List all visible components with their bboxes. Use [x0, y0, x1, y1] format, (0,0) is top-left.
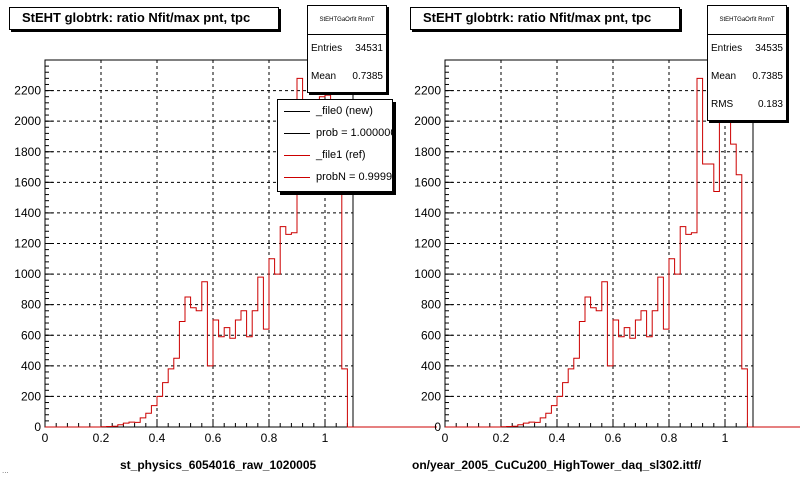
left-stats-name: StEHTGaOrfit RnmT [308, 6, 386, 35]
left-stats-box: StEHTGaOrfit RnmT Entries 34531 Mean 0.7… [307, 5, 387, 93]
left-ytick-label-200: 200 [21, 389, 41, 403]
legend-item-file0: _file0 (new) [278, 100, 392, 122]
right-ytick-label-1800: 1800 [414, 145, 441, 159]
left-ytick-label-2200: 2200 [14, 84, 41, 98]
legend-line-probn [284, 177, 310, 178]
left-mean-value: 0.7385 [352, 71, 383, 82]
right-x-axis-label: on/year_2005_CuCu200_HighTower_daq_sl302… [412, 458, 702, 472]
right-ytick-label-2200: 2200 [414, 84, 441, 98]
legend-line-file1 [284, 155, 310, 156]
right-xtick-label-0.6: 0.6 [605, 431, 622, 445]
right-rms-label: RMS [711, 99, 734, 110]
right-rms-value: 0.183 [757, 99, 783, 110]
left-ytick-label-0: 0 [34, 420, 41, 434]
left-ytick-label-400: 400 [21, 359, 41, 373]
right-stats-mean-row: Mean 0.7385 [708, 63, 786, 91]
right-xtick-label-1: 1 [722, 431, 729, 445]
legend-label-file0: _file0 (new) [316, 105, 373, 117]
left-ytick-label-600: 600 [21, 328, 41, 342]
left-xtick-label-0.6: 0.6 [205, 431, 222, 445]
left-xtick-label-0.2: 0.2 [93, 431, 110, 445]
left-xtick-label-1: 1 [322, 431, 329, 445]
legend-label-prob: prob = 1.000000 [316, 127, 393, 139]
left-ytick-label-1000: 1000 [14, 267, 41, 281]
left-x-axis-label: st_physics_6054016_raw_1020005 [120, 458, 317, 472]
right-entries-label: Entries [711, 43, 743, 54]
left-legend: _file0 (new) prob = 1.000000 _file1 (ref… [277, 99, 393, 192]
legend-line-file0 [284, 111, 310, 112]
right-xtick-label-0.2: 0.2 [493, 431, 510, 445]
right-stats-name: StEHTGaOrfit RnmT [708, 6, 786, 35]
legend-line-prob [284, 133, 310, 134]
left-ytick-label-2000: 2000 [14, 114, 41, 128]
right-ytick-label-200: 200 [421, 389, 441, 403]
right-ytick-label-1200: 1200 [414, 237, 441, 251]
right-ytick-label-0: 0 [434, 420, 441, 434]
right-mean-label: Mean [711, 71, 737, 82]
left-ytick-label-1200: 1200 [14, 237, 41, 251]
left-chart-title: StEHT globtrk: ratio Nfit/max pnt, tpc [9, 7, 279, 30]
right-ytick-label-2000: 2000 [414, 114, 441, 128]
right-histogram-series-0 [445, 77, 800, 428]
right-plot-frame [444, 59, 754, 428]
right-mean-value: 0.7385 [752, 71, 783, 82]
left-ytick-label-1400: 1400 [14, 206, 41, 220]
right-ytick-label-800: 800 [421, 298, 441, 312]
right-ytick-label-600: 600 [421, 328, 441, 342]
right-ytick-label-1000: 1000 [414, 267, 441, 281]
left-entries-label: Entries [311, 43, 343, 54]
left-mean-label: Mean [311, 71, 337, 82]
right-ytick-label-400: 400 [421, 359, 441, 373]
left-xtick-label-0.4: 0.4 [149, 431, 166, 445]
legend-label-probn: probN = 0.99992 [316, 171, 393, 183]
left-ytick-label-800: 800 [21, 298, 41, 312]
left-ytick-label-1800: 1800 [14, 145, 41, 159]
left-xtick-label-0.8: 0.8 [261, 431, 278, 445]
right-ytick-label-1600: 1600 [414, 175, 441, 189]
left-stats-entries-row: Entries 34531 [308, 35, 386, 63]
right-entries-value: 34535 [755, 43, 783, 54]
right-stats-rms-row: RMS 0.183 [708, 91, 786, 119]
left-ytick-label-1600: 1600 [14, 175, 41, 189]
right-xtick-label-0: 0 [442, 431, 449, 445]
legend-item-probn: probN = 0.99992 [278, 166, 392, 188]
legend-item-file1: _file1 (ref) [278, 144, 392, 166]
right-stats-box: StEHTGaOrfit RnmT Entries 34535 Mean 0.7… [707, 5, 787, 121]
left-xtick-label-0: 0 [42, 431, 49, 445]
legend-item-prob: prob = 1.000000 [278, 122, 392, 144]
right-ytick-label-1400: 1400 [414, 206, 441, 220]
left-stats-mean-row: Mean 0.7385 [308, 63, 386, 91]
right-stats-entries-row: Entries 34535 [708, 35, 786, 63]
right-xtick-label-0.4: 0.4 [549, 431, 566, 445]
legend-label-file1: _file1 (ref) [316, 149, 366, 161]
footer-text: ... [2, 466, 9, 475]
left-entries-value: 34531 [355, 43, 383, 54]
right-chart-title: StEHT globtrk: ratio Nfit/max pnt, tpc [410, 7, 680, 30]
right-xtick-label-0.8: 0.8 [661, 431, 678, 445]
